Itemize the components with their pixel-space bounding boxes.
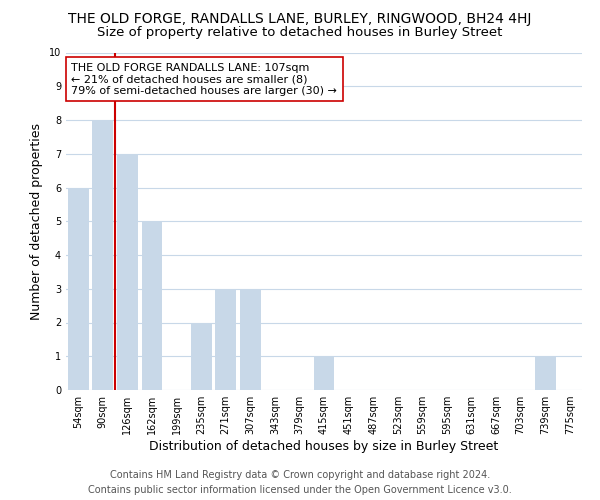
Bar [68, 188, 89, 390]
Text: Size of property relative to detached houses in Burley Street: Size of property relative to detached ho… [97, 26, 503, 39]
X-axis label: Distribution of detached houses by size in Burley Street: Distribution of detached houses by size … [149, 440, 499, 453]
Y-axis label: Number of detached properties: Number of detached properties [31, 122, 43, 320]
Bar [215, 289, 236, 390]
Text: THE OLD FORGE, RANDALLS LANE, BURLEY, RINGWOOD, BH24 4HJ: THE OLD FORGE, RANDALLS LANE, BURLEY, RI… [68, 12, 532, 26]
Bar [535, 356, 556, 390]
Text: THE OLD FORGE RANDALLS LANE: 107sqm
← 21% of detached houses are smaller (8)
79%: THE OLD FORGE RANDALLS LANE: 107sqm ← 21… [71, 62, 337, 96]
Text: Contains HM Land Registry data © Crown copyright and database right 2024.
Contai: Contains HM Land Registry data © Crown c… [88, 470, 512, 495]
Bar [117, 154, 138, 390]
Bar [314, 356, 334, 390]
Bar [142, 221, 163, 390]
Bar [240, 289, 261, 390]
Bar [191, 322, 212, 390]
Bar [92, 120, 113, 390]
